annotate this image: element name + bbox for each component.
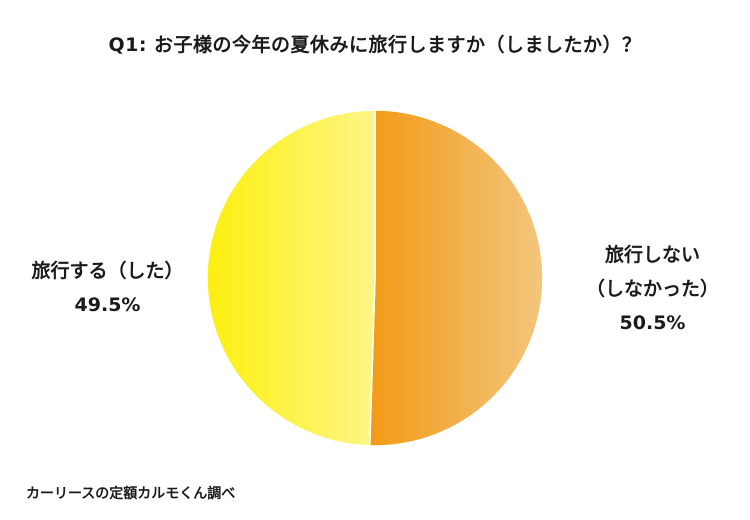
pie-slice-travel [206,109,376,447]
slice-label-travel-line-1: 旅行する（した） [31,260,184,282]
slice-value-travel: 49.5% [74,294,141,316]
slice-value-not-travel: 50.5% [619,312,686,334]
slice-label-not-travel-line-2: （しなかった） [585,278,719,300]
slice-label-travel: 旅行する（した） 49.5% [20,254,195,322]
slice-label-not-travel-line-1: 旅行しない [604,244,700,266]
slice-label-not-travel: 旅行しない （しなかった） 50.5% [565,238,740,340]
source-note: カーリースの定額カルモくん調べ [26,486,236,502]
pie-slice-not-travel [368,109,544,447]
chart-title: Q1: お子様の今年の夏休みに旅行しますか（しましたか）？ [108,34,642,56]
